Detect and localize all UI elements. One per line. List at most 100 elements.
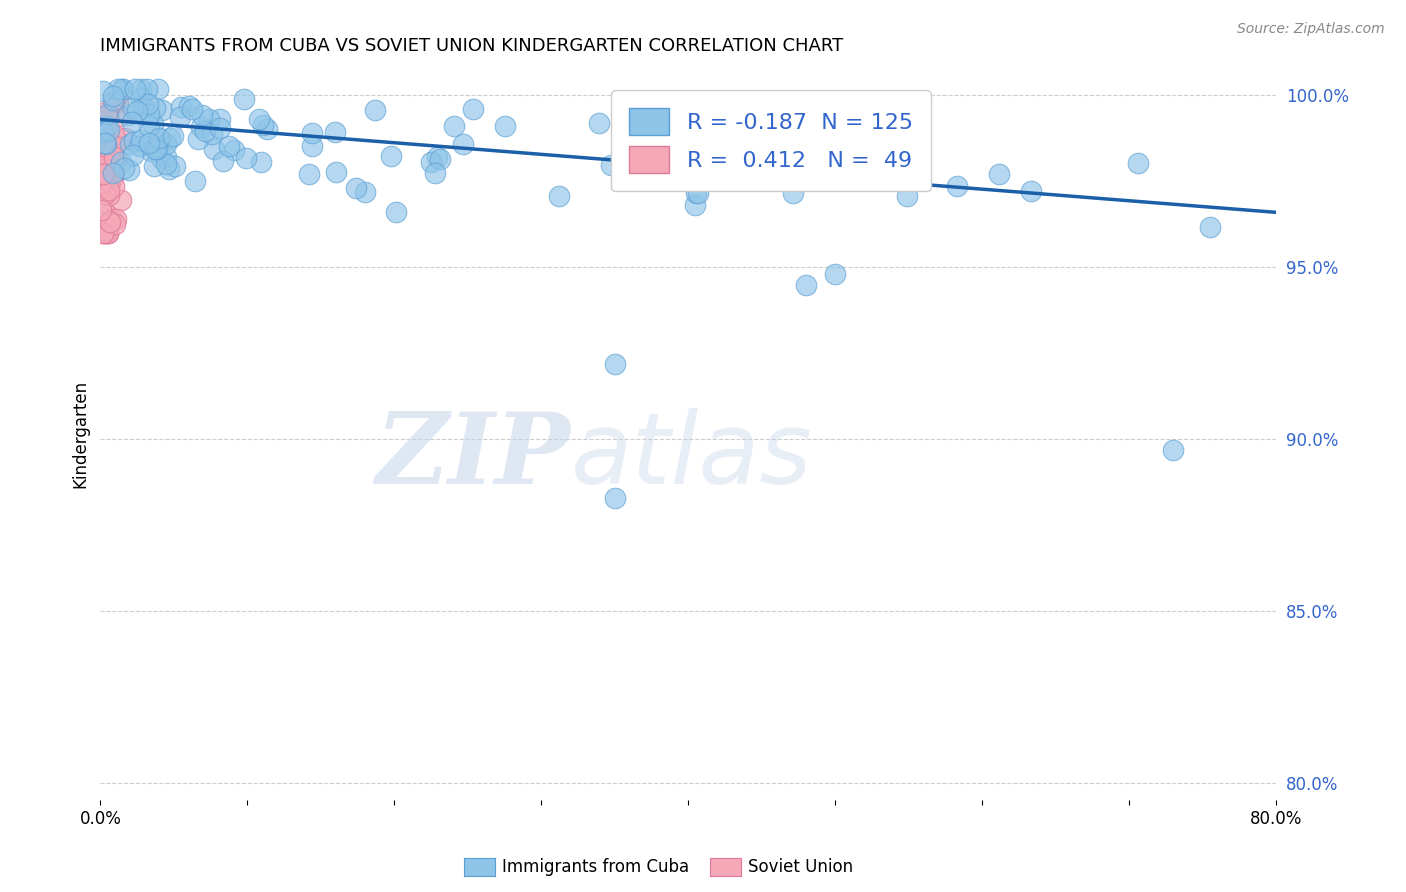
Point [101,89,124,103]
Point [547,189,569,203]
Point [249,154,271,169]
Point [671,116,693,130]
Point [98,215,121,229]
Point [599,158,621,172]
Point [131,98,153,112]
Text: Immigrants from Cuba: Immigrants from Cuba [502,858,689,876]
Point [145,142,167,156]
Point [143,101,166,115]
Point [177,99,200,113]
Point [155,157,177,171]
Point [127,104,149,119]
Point [101,211,124,226]
Y-axis label: Kindergarten: Kindergarten [72,380,89,488]
Point [685,186,707,200]
Point [353,186,375,200]
Point [114,130,136,145]
Point [426,150,449,164]
Point [896,189,918,203]
Point [91,125,114,139]
Point [695,142,717,156]
Point [420,155,443,169]
Point [112,161,135,176]
Point [1128,155,1150,169]
Point [94,226,117,240]
Point [97,122,120,136]
Point [461,103,484,117]
Point [232,92,254,106]
Point [96,136,118,151]
Point [129,91,152,105]
Point [155,150,177,164]
Point [364,103,387,118]
Point [96,106,118,120]
Point [145,140,167,154]
Point [451,137,474,152]
Point [107,95,129,110]
Point [165,160,187,174]
Point [208,120,231,135]
Point [136,81,159,95]
Point [143,142,166,156]
Point [155,137,177,152]
Point [141,145,163,159]
Point [747,139,769,153]
Point [170,100,193,114]
Point [494,119,516,133]
Point [110,81,132,95]
Point [218,139,240,153]
Point [117,108,139,122]
Point [104,217,127,231]
Point [211,154,233,169]
Point [157,161,180,176]
Point [146,81,169,95]
Point [118,163,141,178]
Point [91,167,114,181]
Point [98,165,121,179]
Point [98,163,121,178]
Point [683,198,706,212]
Point [91,84,114,98]
Point [98,176,121,190]
Point [90,176,112,190]
Point [298,167,321,181]
Text: Soviet Union: Soviet Union [748,858,853,876]
Point [202,142,225,156]
Point [344,181,367,195]
Text: atlas: atlas [571,408,813,505]
Point [252,118,274,132]
Point [103,128,125,143]
Point [588,116,610,130]
Point [101,164,124,178]
Point [122,101,145,115]
Point [1021,184,1043,198]
Point [749,164,772,178]
Point [187,132,209,146]
Point [91,186,114,201]
Point [97,226,120,240]
Point [1199,219,1222,234]
Point [603,357,626,371]
Point [90,159,112,173]
Point [100,174,122,188]
Point [668,165,690,179]
Point [93,226,115,240]
Point [107,81,129,95]
Point [142,159,165,173]
Point [1161,442,1184,457]
Point [198,112,221,126]
Point [325,125,347,139]
Point [131,81,153,95]
Text: IMMIGRANTS FROM CUBA VS SOVIET UNION KINDERGARTEN CORRELATION CHART: IMMIGRANTS FROM CUBA VS SOVIET UNION KIN… [100,37,844,55]
Point [91,226,114,240]
Point [103,95,125,110]
Point [190,120,212,135]
Point [97,226,120,240]
Point [90,183,112,197]
Point [94,109,117,123]
Point [443,119,465,133]
Point [121,115,143,129]
Point [98,182,121,196]
Point [636,126,658,140]
Point [98,214,121,228]
